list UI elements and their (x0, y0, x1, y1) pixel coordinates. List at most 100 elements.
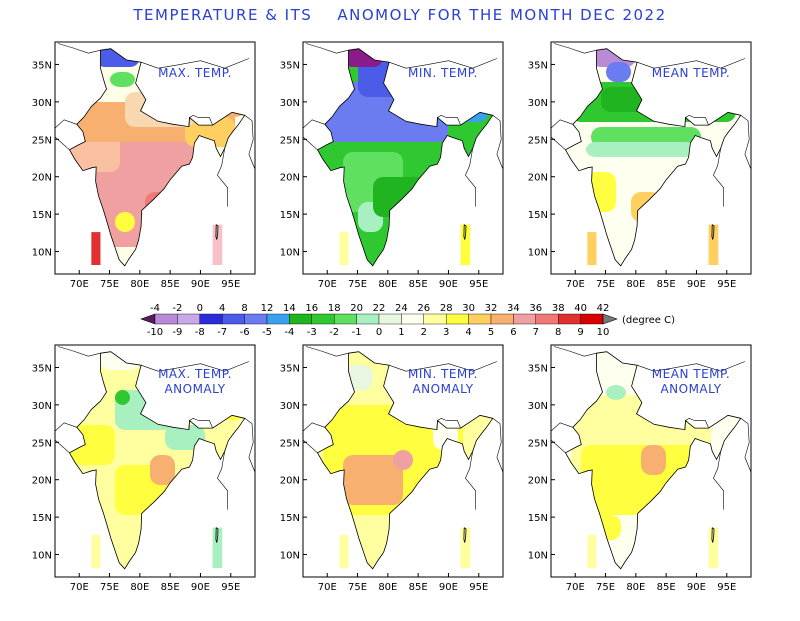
lat-tick-label: 10N (528, 551, 548, 562)
country-border (740, 115, 752, 170)
country-border (550, 119, 573, 129)
lon-tick-label: 95E (469, 582, 488, 593)
lon-tick-label: 90E (439, 279, 458, 290)
lat-tick-label: 20N (528, 476, 548, 487)
country-border (436, 114, 461, 127)
lakshadweep-box (587, 535, 597, 569)
country-border (217, 451, 228, 510)
colorbar-abs-label: 12 (261, 303, 274, 314)
colorbar-abs-label: 24 (395, 303, 408, 314)
map-panel-max-anom: 70E 75E 80E 85E 90E 95E 35N 30N 25N 20N 15N 10N MAX.… (32, 344, 303, 621)
lat-tick-label: 15N (280, 513, 300, 524)
colorbar-abs-label: 4 (219, 303, 225, 314)
lon-tick-label: 75E (100, 582, 119, 593)
colorbar-anom-label: 2 (421, 327, 427, 338)
andaman-islands (463, 224, 467, 240)
lakshadweep-box (339, 232, 349, 266)
panel-title-line: MAX. TEMP. (158, 367, 232, 381)
country-border (436, 417, 461, 430)
colorbar-abs-label: 28 (440, 303, 453, 314)
lon-tick-label: 80E (626, 279, 645, 290)
andaman-islands (215, 224, 219, 240)
map-frame (550, 344, 752, 578)
panel-title-line: MAX. TEMP. (158, 66, 232, 80)
country-border (465, 148, 476, 207)
map-frame (302, 344, 504, 578)
colorbar-anom-label: -10 (147, 327, 163, 338)
lon-tick-label: 80E (130, 582, 149, 593)
colorbar-abs-label: 34 (507, 303, 520, 314)
map-max-anom: 70E 75E 80E 85E 90E 95E 35N 30N 25N 20N 15N 10N (32, 344, 256, 593)
lon-tick-label: 75E (348, 279, 367, 290)
lat-tick-label: 30N (32, 401, 52, 412)
map-frame (54, 41, 256, 275)
country-border (244, 418, 256, 473)
lon-tick-label: 90E (191, 279, 210, 290)
lat-tick-label: 30N (280, 401, 300, 412)
lon-tick-label: 70E (318, 582, 337, 593)
country-border (684, 417, 709, 430)
lat-tick-label: 10N (32, 551, 52, 562)
map-mean-anom: 70E 75E 80E 85E 90E 95E 35N 30N 25N 20N 15N 10N (528, 344, 752, 593)
lon-tick-label: 85E (161, 582, 180, 593)
country-border (636, 58, 746, 69)
colorbar-high-arrow (602, 313, 618, 325)
lon-tick-label: 70E (566, 582, 585, 593)
country-border (244, 115, 256, 170)
panel-title: MEAN TEMP. (636, 66, 746, 81)
panel-title-line: MIN. TEMP. (408, 367, 478, 381)
lat-tick-label: 35N (528, 60, 548, 71)
lat-tick-label: 25N (528, 135, 548, 146)
colorbar-abs-label: 14 (283, 303, 296, 314)
page-title: TEMPERATURE & ITS ANOMOLY FOR THE MONTH … (133, 6, 667, 24)
country-border (553, 346, 597, 357)
lat-tick-label: 25N (528, 438, 548, 449)
map-frame (302, 41, 504, 275)
colorbar-anom-label: 4 (465, 327, 471, 338)
colorbar-abs-label: 32 (485, 303, 498, 314)
colorbar-anom-label: 0 (376, 327, 382, 338)
lat-tick-label: 25N (280, 135, 300, 146)
country-border (140, 361, 250, 372)
lon-tick-label: 75E (596, 582, 615, 593)
andaman-box (212, 527, 223, 569)
country-border (305, 43, 349, 54)
country-border (305, 346, 349, 357)
lon-tick-label: 90E (687, 279, 706, 290)
map-panel-max: 70E 75E 80E 85E 90E 95E 35N 30N 25N 20N 15N 10N MAX.… (32, 41, 303, 318)
andaman-box (708, 527, 719, 569)
country-border (57, 346, 101, 357)
lat-tick-label: 20N (528, 173, 548, 184)
lon-tick-label: 75E (100, 279, 119, 290)
colorbar-anom-label: -2 (329, 327, 339, 338)
lon-tick-label: 85E (657, 582, 676, 593)
map-frame (54, 344, 256, 578)
country-border (713, 148, 724, 207)
country-border (492, 115, 504, 170)
colorbar-abs-label: 36 (529, 303, 542, 314)
lat-tick-label: 15N (32, 210, 52, 221)
colorbar-anom-label: 5 (488, 327, 494, 338)
lat-tick-label: 35N (528, 363, 548, 374)
lat-tick-label: 15N (528, 513, 548, 524)
lat-tick-label: 30N (32, 98, 52, 109)
colorbar-anom-label: 6 (510, 327, 516, 338)
country-border (188, 114, 213, 127)
country-border (492, 418, 504, 473)
lon-tick-label: 90E (439, 582, 458, 593)
lon-tick-label: 85E (161, 279, 180, 290)
country-border (550, 422, 573, 432)
map-panel-mean: 70E 75E 80E 85E 90E 95E 35N 30N 25N 20N 15N 10N MEAN… (528, 41, 799, 318)
lon-tick-label: 85E (409, 279, 428, 290)
colorbar-anom-label: 8 (555, 327, 561, 338)
colorbar-anom-label: -1 (352, 327, 362, 338)
lat-tick-label: 35N (32, 363, 52, 374)
lon-tick-label: 95E (469, 279, 488, 290)
colorbar-anom-label: -9 (172, 327, 182, 338)
lat-tick-label: 35N (280, 60, 300, 71)
lon-tick-label: 80E (378, 582, 397, 593)
colorbar-abs-label: 0 (197, 303, 203, 314)
colorbar-anom-label: 10 (597, 327, 610, 338)
colorbar-abs-label: 42 (597, 303, 610, 314)
country-border (302, 119, 325, 129)
